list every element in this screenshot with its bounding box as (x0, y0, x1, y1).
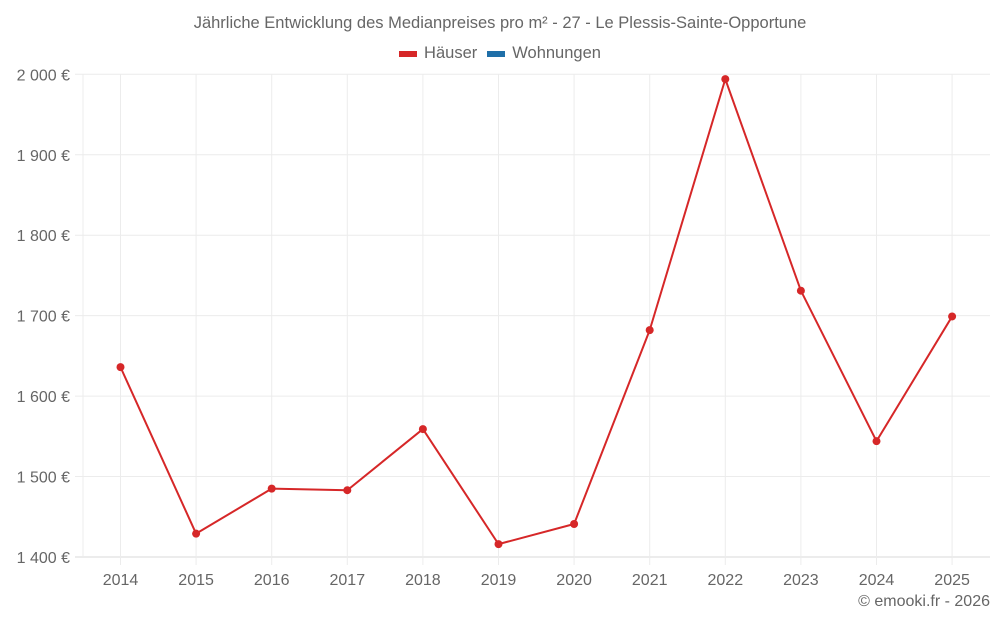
y-tick-label: 1 900 € (17, 148, 70, 165)
gridlines (75, 73, 990, 565)
y-tick-label: 1 600 € (17, 389, 70, 406)
data-point[interactable] (948, 312, 957, 321)
x-tick-label: 2018 (405, 572, 441, 589)
x-tick-label: 2024 (859, 572, 895, 589)
data-point[interactable] (645, 326, 654, 335)
data-point[interactable] (116, 363, 125, 372)
x-tick-label: 2022 (708, 572, 744, 589)
legend-label: Wohnungen (512, 44, 601, 62)
x-tick-label: 2023 (783, 572, 819, 589)
legend-label: Häuser (424, 44, 478, 62)
data-point[interactable] (494, 540, 503, 549)
credit-text: © emooki.fr - 2026 (858, 593, 990, 610)
legend: Häuser Wohnungen (0, 44, 1000, 63)
legend-item-wohnungen[interactable]: Wohnungen (487, 44, 601, 63)
x-tick-label: 2016 (254, 572, 290, 589)
series-line (119, 78, 953, 546)
y-tick-label: 1 800 € (17, 228, 70, 245)
data-point[interactable] (796, 286, 805, 295)
legend-swatch-wohnungen-icon (487, 50, 506, 57)
x-tick-label: 2017 (330, 572, 366, 589)
y-axis: 1 400 € 1 500 € 1 600 € 1 700 € 1 800 € 1 900… (17, 67, 70, 567)
chart-title: Jährliche Entwicklung des Medianpreises … (193, 14, 807, 32)
x-tick-label: 2015 (178, 572, 214, 589)
data-point[interactable] (192, 529, 201, 538)
x-tick-label: 2014 (103, 572, 139, 589)
y-tick-label: 1 500 € (17, 470, 70, 487)
series-haeuser (116, 75, 957, 549)
data-point[interactable] (872, 437, 881, 446)
x-tick-label: 2020 (556, 572, 592, 589)
data-point[interactable] (267, 484, 276, 493)
legend-item-haeuser[interactable]: Häuser (399, 44, 477, 63)
x-tick-label: 2021 (632, 572, 668, 589)
x-tick-label: 2019 (481, 572, 517, 589)
data-point[interactable] (570, 520, 579, 529)
data-point[interactable] (343, 486, 352, 495)
x-axis: 2014 2015 2016 2017 2018 2019 2020 2021 2022 2023… (103, 572, 970, 589)
data-point[interactable] (721, 75, 730, 84)
y-tick-label: 2 000 € (17, 67, 70, 84)
data-point[interactable] (418, 425, 427, 434)
x-tick-label: 2025 (934, 572, 970, 589)
y-tick-label: 1 700 € (17, 309, 70, 326)
y-tick-label: 1 400 € (17, 550, 70, 567)
legend-swatch-haeuser-icon (399, 50, 418, 57)
